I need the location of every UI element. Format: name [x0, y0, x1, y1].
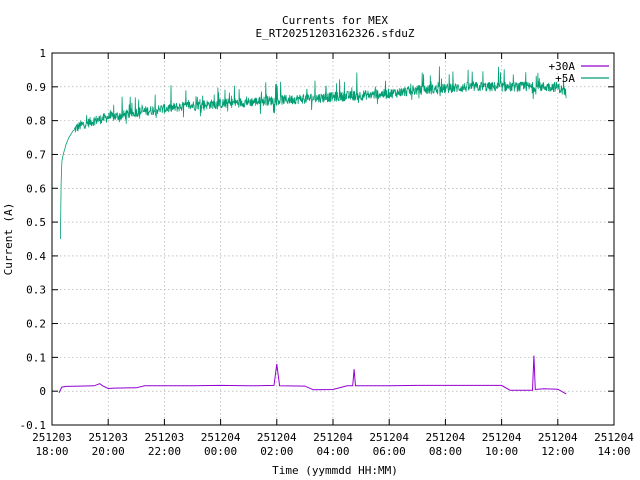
y-axis-label: Current (A) — [2, 203, 15, 276]
x-tick-date-label: 251204 — [313, 431, 353, 444]
x-tick-time-label: 04:00 — [316, 445, 349, 458]
plot-series — [58, 66, 567, 395]
x-tick-date-label: 251204 — [594, 431, 634, 444]
y-tick-label: 1 — [39, 47, 46, 60]
x-tick-date-label: 251204 — [426, 431, 466, 444]
x-tick-time-label: 08:00 — [429, 445, 462, 458]
x-tick-time-label: 18:00 — [35, 445, 68, 458]
chart-subtitle: E_RT20251203162326.sfduZ — [256, 27, 415, 40]
x-tick-time-label: 10:00 — [485, 445, 518, 458]
x-tick-time-label: 14:00 — [597, 445, 630, 458]
legend-label-plus-5a: +5A — [555, 72, 575, 85]
y-tick-label: 0.5 — [26, 216, 46, 229]
x-tick-date-label: 251204 — [257, 431, 297, 444]
x-tick-time-label: 20:00 — [92, 445, 125, 458]
y-tick-label: 0.1 — [26, 351, 46, 364]
x-tick-time-label: 12:00 — [541, 445, 574, 458]
y-tick-label: 0.6 — [26, 182, 46, 195]
x-tick-date-label: 251204 — [201, 431, 241, 444]
x-tick-date-label: 251203 — [88, 431, 128, 444]
y-tick-label: 0.3 — [26, 284, 46, 297]
axis-ticks: -0.100.10.20.30.40.50.60.70.80.912512031… — [20, 47, 635, 458]
x-axis-label: Time (yymmdd HH:MM) — [272, 464, 398, 477]
x-tick-time-label: 06:00 — [373, 445, 406, 458]
y-tick-label: -0.1 — [20, 419, 47, 432]
series-line-plus-5a — [60, 66, 567, 240]
y-tick-label: 0.4 — [26, 250, 46, 263]
y-tick-label: 0.2 — [26, 318, 46, 331]
x-tick-time-label: 22:00 — [148, 445, 181, 458]
series-line-plus-30a — [58, 355, 567, 395]
x-tick-date-label: 251203 — [145, 431, 185, 444]
chart-title: Currents for MEX — [282, 14, 388, 27]
x-tick-time-label: 00:00 — [204, 445, 237, 458]
x-tick-time-label: 02:00 — [260, 445, 293, 458]
legend-label-plus-30a: +30A — [549, 60, 576, 73]
y-tick-label: 0.9 — [26, 81, 46, 94]
y-tick-label: 0.7 — [26, 148, 46, 161]
grid — [52, 53, 614, 425]
legend: +30A+5A — [549, 60, 609, 85]
y-tick-label: 0 — [39, 385, 46, 398]
x-tick-date-label: 251204 — [482, 431, 522, 444]
x-tick-date-label: 251203 — [32, 431, 72, 444]
x-tick-date-label: 251204 — [538, 431, 578, 444]
x-tick-date-label: 251204 — [369, 431, 409, 444]
y-tick-label: 0.8 — [26, 115, 46, 128]
